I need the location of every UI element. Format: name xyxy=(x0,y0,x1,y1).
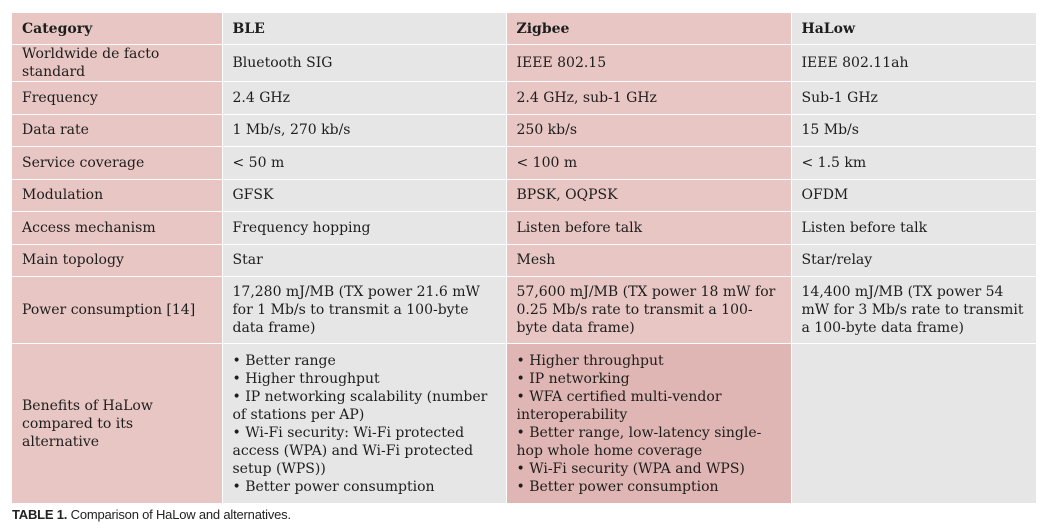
cell-ble: 1 Mb/s, 270 kb/s xyxy=(222,114,507,147)
cell-zigbee: IEEE 802.15 xyxy=(506,44,792,82)
cell-zigbee: BPSK, OQPSK xyxy=(506,179,792,212)
row-label: Power consumption [14] xyxy=(12,276,223,344)
list-item: • IP networking scalability (number of s… xyxy=(232,388,488,423)
row-label: Frequency xyxy=(12,81,223,115)
row-label: Data rate xyxy=(12,114,223,147)
cell-halow: 14,400 mJ/MB (TX power 54 mW for 3 Mb/s … xyxy=(791,276,1037,344)
list-item: • Higher throughput xyxy=(232,370,380,387)
cell-ble: Star xyxy=(222,244,507,277)
row-label: Service coverage xyxy=(12,146,223,180)
table-row: Main topology Star Mesh Star/relay xyxy=(12,244,1037,277)
list-item: • Better power consumption xyxy=(232,478,435,495)
cell-ble: 2.4 GHz xyxy=(222,81,507,115)
table-row: Access mechanism Frequency hopping Liste… xyxy=(12,211,1037,245)
table-row: Modulation GFSK BPSK, OQPSK OFDM xyxy=(12,179,1037,212)
cell-halow: IEEE 802.11ah xyxy=(791,44,1037,82)
list-item: • IP networking xyxy=(516,370,630,387)
list-item: • WFA certified multi-vendor interoperab… xyxy=(516,388,722,423)
header-category: Category xyxy=(12,13,223,45)
cell-zigbee: 2.4 GHz, sub-1 GHz xyxy=(506,81,792,115)
list-item: • Better range, low-latency single-hop w… xyxy=(516,424,762,459)
row-label: Modulation xyxy=(12,179,223,212)
cell-ble: GFSK xyxy=(222,179,507,212)
cell-ble: 17,280 mJ/MB (TX power 21.6 mW for 1 Mb/… xyxy=(222,276,507,344)
list-item: • Better range xyxy=(232,352,336,369)
cell-zigbee: Mesh xyxy=(506,244,792,277)
caption-text: Comparison of HaLow and alternatives. xyxy=(70,507,291,522)
cell-halow-benefits xyxy=(791,343,1037,504)
cell-ble: Bluetooth SIG xyxy=(222,44,507,82)
table-row: Worldwide de facto standard Bluetooth SI… xyxy=(12,44,1037,82)
header-zigbee: Zigbee xyxy=(506,13,792,45)
cell-halow: Sub-1 GHz xyxy=(791,81,1037,115)
cell-zigbee: 57,600 mJ/MB (TX power 18 mW for 0.25 Mb… xyxy=(506,276,792,344)
table-row: Service coverage < 50 m < 100 m < 1.5 km xyxy=(12,146,1037,180)
cell-zigbee: Listen before talk xyxy=(506,211,792,245)
list-item: • Higher throughput xyxy=(516,352,664,369)
comparison-table: Category BLE Zigbee HaLow Worldwide de f… xyxy=(12,13,1037,504)
cell-halow: < 1.5 km xyxy=(791,146,1037,180)
table-caption: TABLE 1. Comparison of HaLow and alterna… xyxy=(12,507,291,522)
table-row: Frequency 2.4 GHz 2.4 GHz, sub-1 GHz Sub… xyxy=(12,81,1037,115)
header-ble: BLE xyxy=(222,13,507,45)
cell-halow: Listen before talk xyxy=(791,211,1037,245)
caption-label: TABLE 1. xyxy=(12,507,68,522)
comparison-table-container: Category BLE Zigbee HaLow Worldwide de f… xyxy=(12,13,1037,504)
benefits-list-zigbee: • Higher throughput • IP networking • WF… xyxy=(517,352,781,496)
benefits-list-ble: • Better range • Higher throughput • IP … xyxy=(233,352,496,496)
cell-ble-benefits: • Better range • Higher throughput • IP … xyxy=(222,343,507,504)
table-row-benefits: Benefits of HaLow compared to its altern… xyxy=(12,343,1037,504)
list-item: • Wi-Fi security (WPA and WPS) xyxy=(516,460,745,477)
cell-halow: 15 Mb/s xyxy=(791,114,1037,147)
list-item: • Better power consumption xyxy=(516,478,719,495)
cell-halow: OFDM xyxy=(791,179,1037,212)
cell-halow: Star/relay xyxy=(791,244,1037,277)
table-header-row: Category BLE Zigbee HaLow xyxy=(12,13,1037,45)
row-label: Access mechanism xyxy=(12,211,223,245)
list-item: • Wi-Fi security: Wi-Fi protected access… xyxy=(232,424,474,477)
row-label: Benefits of HaLow compared to its altern… xyxy=(12,343,223,504)
table-row: Power consumption [14] 17,280 mJ/MB (TX … xyxy=(12,276,1037,344)
row-label: Main topology xyxy=(12,244,223,277)
cell-zigbee: < 100 m xyxy=(506,146,792,180)
header-halow: HaLow xyxy=(791,13,1037,45)
cell-zigbee-benefits: • Higher throughput • IP networking • WF… xyxy=(506,343,792,504)
cell-zigbee: 250 kb/s xyxy=(506,114,792,147)
cell-ble: < 50 m xyxy=(222,146,507,180)
table-row: Data rate 1 Mb/s, 270 kb/s 250 kb/s 15 M… xyxy=(12,114,1037,147)
row-label: Worldwide de facto standard xyxy=(12,44,223,82)
cell-ble: Frequency hopping xyxy=(222,211,507,245)
